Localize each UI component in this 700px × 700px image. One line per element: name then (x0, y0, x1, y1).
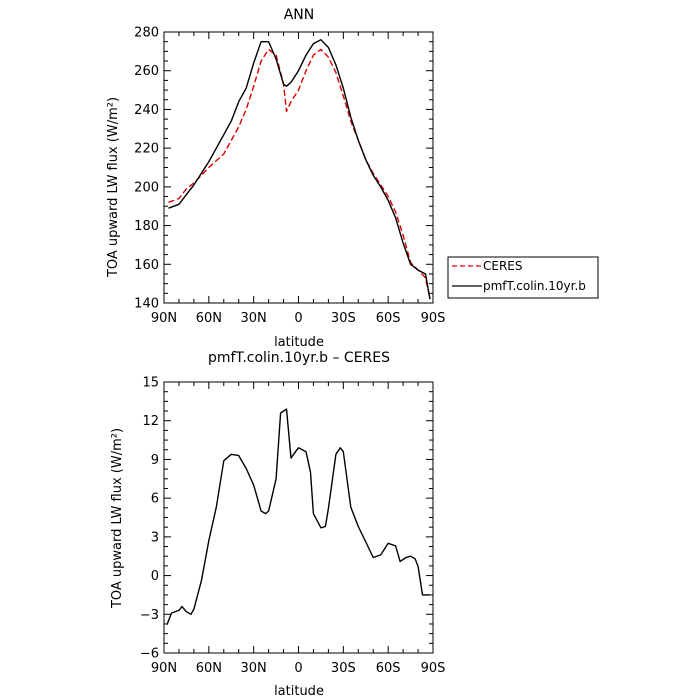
bottom-series-line-difference (166, 408, 430, 625)
top-x-tick-label: 90N (151, 311, 177, 326)
bottom-x-tick-label: 90S (421, 661, 446, 676)
top-y-tick-label: 260 (134, 64, 159, 79)
bottom-y-tick-label: 3 (151, 530, 159, 545)
top-y-tick-label: 180 (134, 219, 159, 234)
top-y-tick-label: 220 (134, 142, 159, 157)
top-x-tick-label: 60S (376, 311, 401, 326)
bottom-y-tick-label: 15 (142, 376, 159, 391)
top-y-tick-label: 160 (134, 258, 159, 273)
bottom-y-tick-label: −6 (140, 647, 159, 662)
legend: CERES pmfT.colin.10yr.b (447, 256, 599, 299)
bottom-y-tick-label: 12 (142, 414, 159, 429)
bottom-x-tick-label: 60S (376, 661, 401, 676)
bottom-x-tick-label: 30N (241, 661, 267, 676)
bottom-plot-frame (163, 381, 434, 654)
top-y-axis-label: TOA upward LW flux (W/m²) (106, 97, 121, 278)
top-x-tick-label: 0 (294, 311, 302, 326)
bottom-x-axis-label: latitude (274, 684, 324, 699)
bottom-y-tick-label: 9 (151, 453, 159, 468)
bottom-y-tick-label: −3 (140, 608, 159, 623)
top-chart-title: ANN (284, 7, 315, 23)
top-x-tick-label: 30N (241, 311, 267, 326)
bottom-y-tick-label: 0 (151, 569, 159, 584)
legend-box (447, 256, 599, 299)
bottom-panel: pmfT.colin.10yr.b – CERES −6 −3 0 3 6 9 12 15 90… (110, 350, 445, 699)
bottom-x-tick-label: 90N (151, 661, 177, 676)
top-x-tick-label: 90S (421, 311, 446, 326)
top-y-tick-label: 140 (134, 297, 159, 312)
legend-label-model: pmfT.colin.10yr.b (483, 279, 586, 293)
top-panel: ANN 140 160 180 200 220 240 260 280 90N 60N 30N 0 30… (106, 7, 445, 350)
top-y-tick-label: 280 (134, 26, 159, 41)
bottom-y-tick-label: 6 (151, 492, 159, 507)
top-y-tick-label: 240 (134, 103, 159, 118)
top-series-line-pmft-colin-10yr-b (168, 39, 431, 300)
top-y-tick-label: 200 (134, 180, 159, 195)
bottom-x-tick-label: 30S (331, 661, 356, 676)
top-x-tick-label: 60N (196, 311, 222, 326)
top-x-axis-label: latitude (274, 335, 324, 350)
bottom-x-tick-label: 0 (294, 661, 302, 676)
legend-label-ceres: CERES (483, 259, 523, 273)
bottom-y-axis-label: TOA upward LW flux (W/m²) (110, 428, 125, 609)
top-x-tick-label: 30S (331, 311, 356, 326)
top-series-line-ceres (168, 48, 431, 300)
bottom-x-tick-label: 60N (196, 661, 222, 676)
bottom-chart-title: pmfT.colin.10yr.b – CERES (208, 350, 390, 366)
